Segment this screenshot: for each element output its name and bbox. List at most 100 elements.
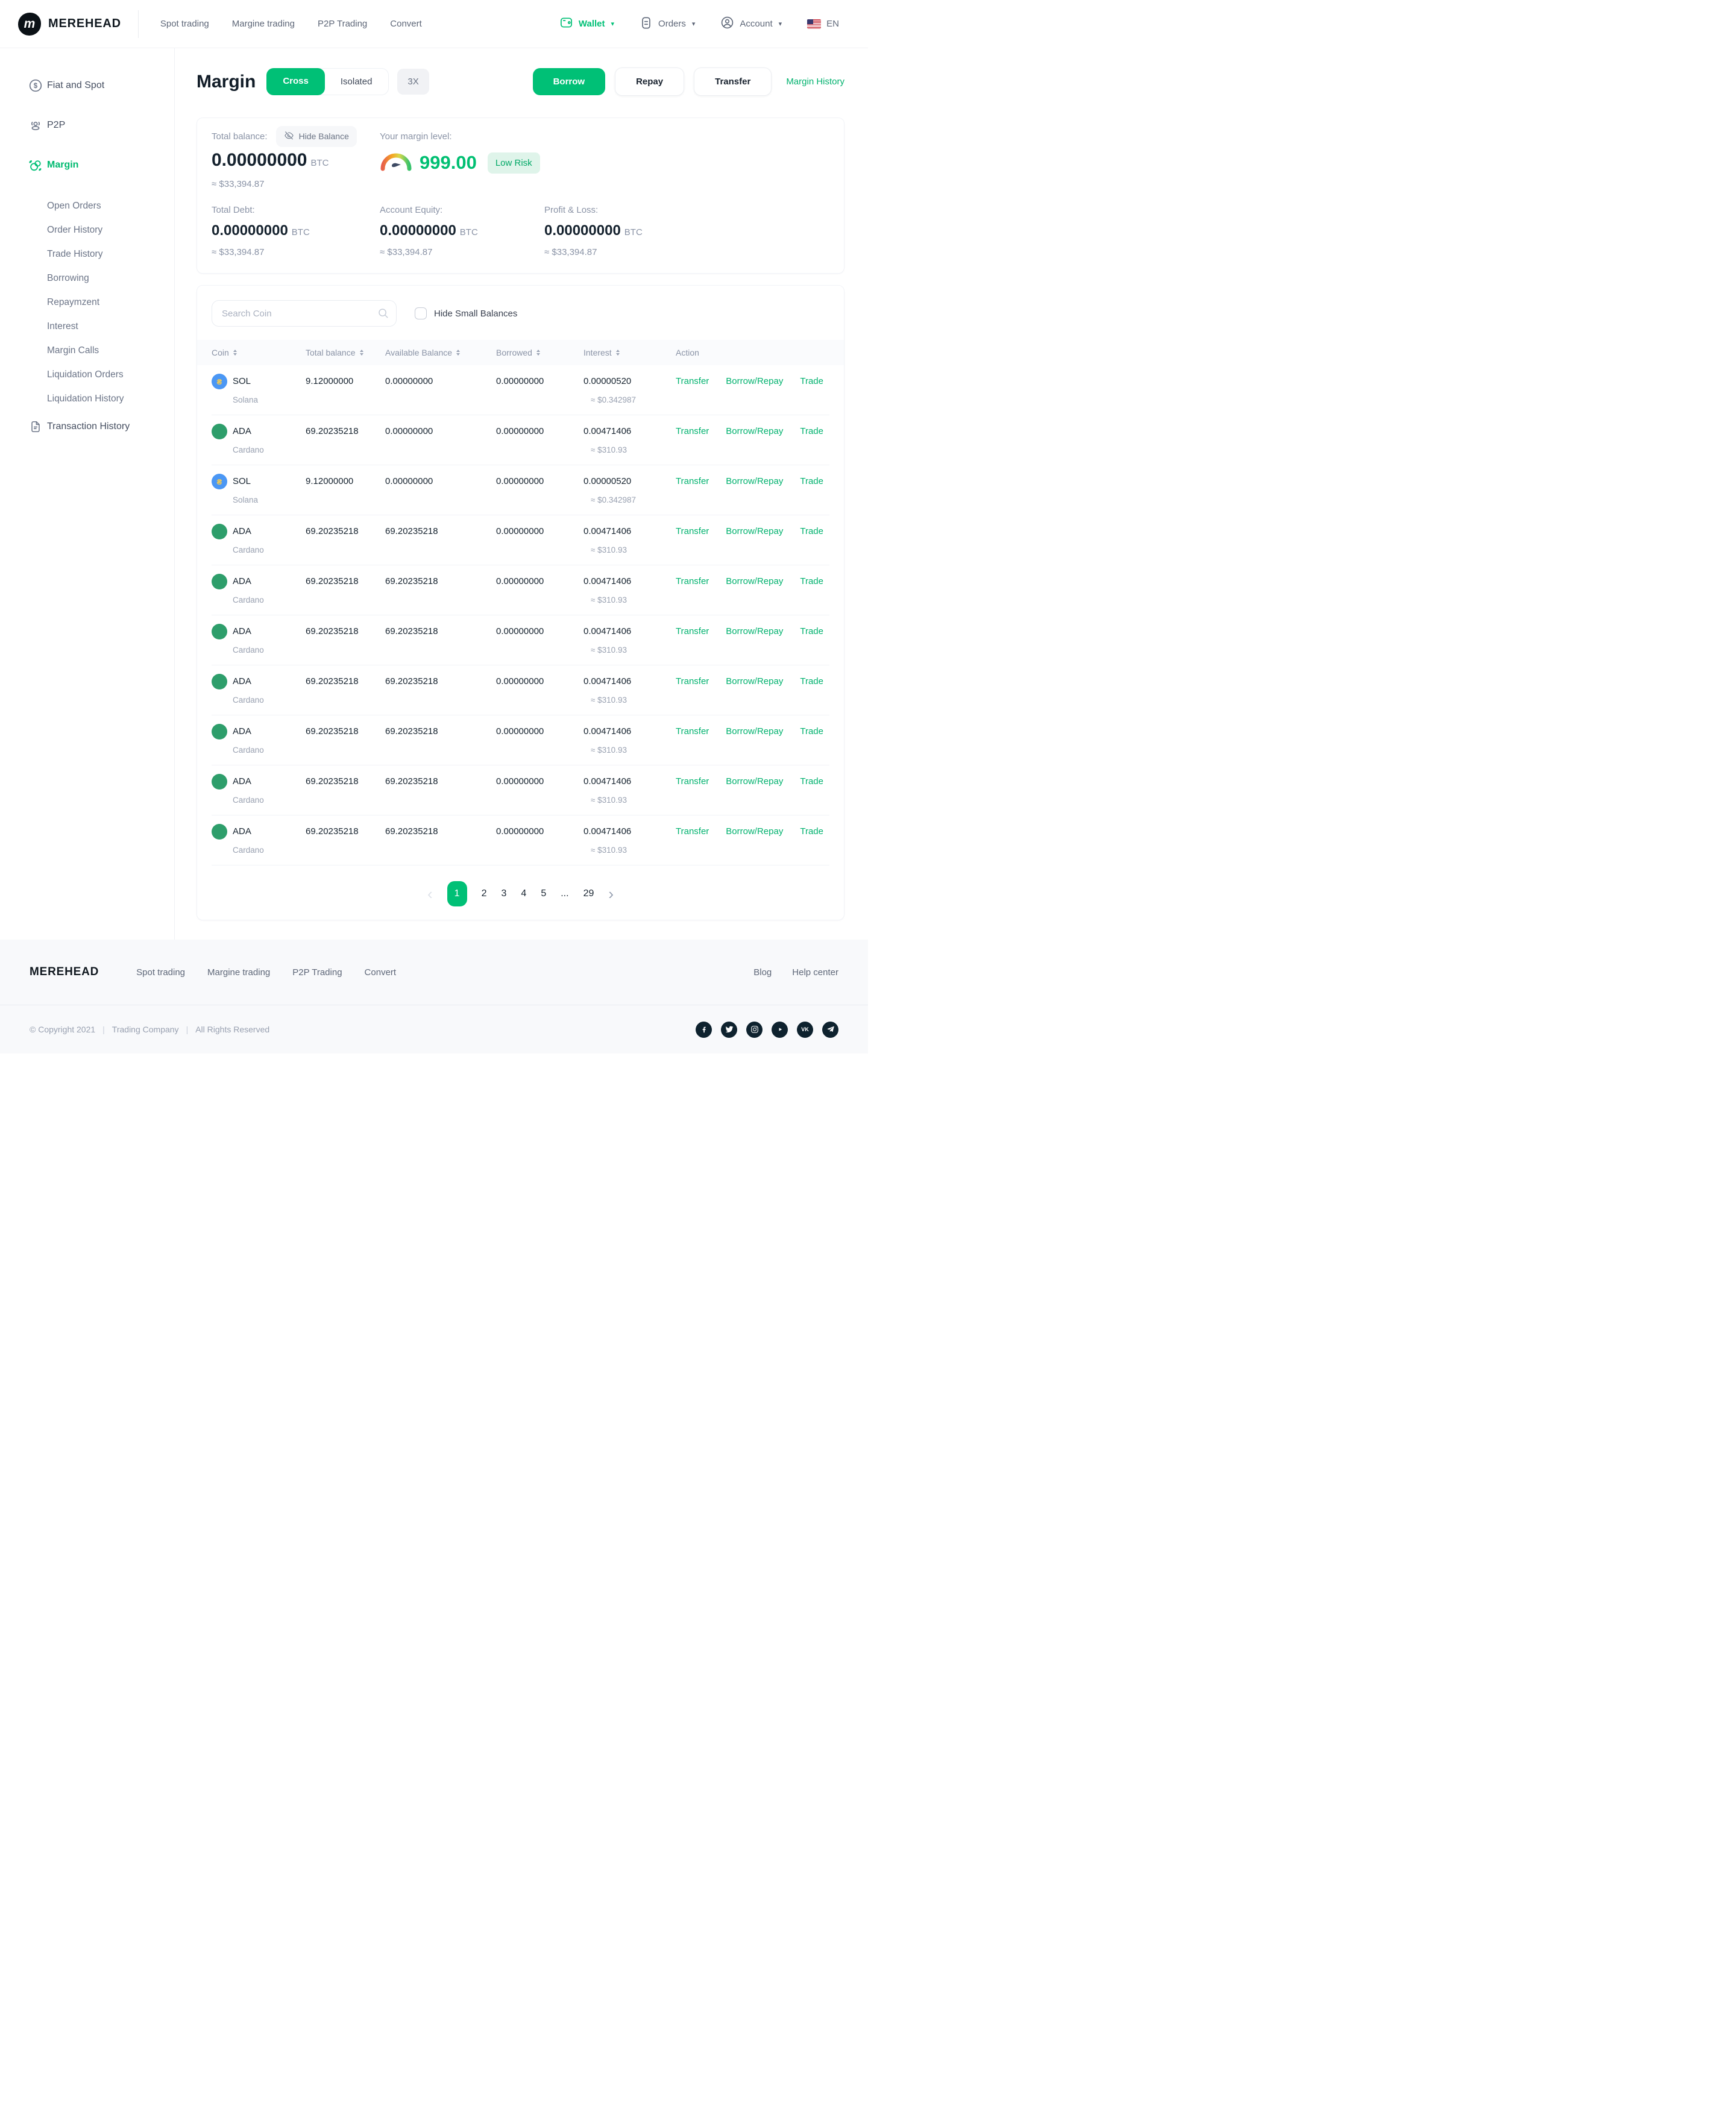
borrow-repay-link[interactable]: Borrow/Repay bbox=[726, 776, 784, 787]
sidebar-item-open-orders[interactable]: Open Orders bbox=[47, 201, 101, 211]
transfer-link[interactable]: Transfer bbox=[676, 476, 709, 486]
borrow-repay-link[interactable]: Borrow/Repay bbox=[726, 476, 784, 486]
repay-button[interactable]: Repay bbox=[615, 68, 685, 96]
sidebar-item-fiat-and-spot[interactable]: $ Fiat and Spot bbox=[28, 75, 174, 96]
borrow-repay-link[interactable]: Borrow/Repay bbox=[726, 426, 784, 436]
orders-menu[interactable]: Orders ▾ bbox=[640, 16, 695, 32]
header-actions: Borrow Repay Transfer Margin History bbox=[532, 68, 844, 96]
pagination-page-4[interactable]: 4 bbox=[521, 888, 527, 899]
sidebar-item-margin[interactable]: Margin bbox=[28, 154, 174, 176]
interest-cell: 0.00471406 ≈ $310.93 bbox=[583, 425, 676, 456]
interest-usd: ≈ $0.342987 bbox=[591, 495, 636, 504]
borrow-button[interactable]: Borrow bbox=[532, 68, 606, 95]
trade-link[interactable]: Trade bbox=[800, 376, 823, 386]
interest-usd: ≈ $310.93 bbox=[591, 696, 627, 705]
transfer-link[interactable]: Transfer bbox=[676, 676, 709, 686]
trade-link[interactable]: Trade bbox=[800, 776, 823, 787]
borrow-repay-link[interactable]: Borrow/Repay bbox=[726, 376, 784, 386]
coin-symbol: SOL bbox=[233, 476, 251, 486]
col-header-borrowed[interactable]: Borrowed bbox=[496, 348, 583, 357]
borrowed-cell: 0.00000000 bbox=[496, 576, 544, 586]
borrow-repay-link[interactable]: Borrow/Repay bbox=[726, 826, 784, 837]
telegram-icon[interactable] bbox=[822, 1021, 838, 1038]
transfer-button[interactable]: Transfer bbox=[694, 68, 772, 96]
nav-link-margine-trading[interactable]: Margine trading bbox=[231, 19, 295, 29]
trade-link[interactable]: Trade bbox=[800, 826, 823, 837]
pagination-next-icon[interactable]: › bbox=[608, 885, 614, 903]
sidebar-item-order-history[interactable]: Order History bbox=[47, 225, 103, 235]
sidebar-item-margin-calls[interactable]: Margin Calls bbox=[47, 345, 99, 356]
transfer-link[interactable]: Transfer bbox=[676, 376, 709, 386]
footer-link-blog[interactable]: Blog bbox=[753, 967, 772, 978]
nav-link-p2p-trading[interactable]: P2P Trading bbox=[317, 19, 368, 29]
transfer-link[interactable]: Transfer bbox=[676, 426, 709, 436]
margin-history-link[interactable]: Margin History bbox=[786, 77, 844, 87]
action-cell: Transfer Borrow/Repay Trade bbox=[676, 476, 829, 506]
col-header-available-balance[interactable]: Available Balance bbox=[385, 348, 496, 357]
sidebar-item-transaction-history[interactable]: Transaction History bbox=[28, 416, 174, 438]
facebook-icon[interactable] bbox=[696, 1021, 712, 1038]
sidebar-item-liquidation-history[interactable]: Liquidation History bbox=[47, 394, 124, 404]
sidebar-item-trade-history[interactable]: Trade History bbox=[47, 249, 103, 259]
pagination-page-29[interactable]: 29 bbox=[583, 888, 594, 899]
leverage-badge[interactable]: 3X bbox=[397, 69, 429, 95]
pagination-prev-icon[interactable]: ‹ bbox=[427, 885, 433, 903]
available-balance-cell: 0.00000000 bbox=[385, 476, 433, 486]
borrow-repay-link[interactable]: Borrow/Repay bbox=[726, 676, 784, 686]
trade-link[interactable]: Trade bbox=[800, 576, 823, 586]
borrow-repay-link[interactable]: Borrow/Repay bbox=[726, 576, 784, 586]
language-selector[interactable]: EN bbox=[807, 19, 839, 29]
transfer-link[interactable]: Transfer bbox=[676, 826, 709, 837]
footer-link-convert[interactable]: Convert bbox=[364, 967, 397, 978]
interest-usd: ≈ $310.93 bbox=[591, 445, 627, 454]
col-header-interest[interactable]: Interest bbox=[583, 348, 676, 357]
col-header-coin[interactable]: Coin bbox=[212, 348, 306, 357]
footer-link-margine-trading[interactable]: Margine trading bbox=[207, 967, 271, 978]
brand-logo[interactable]: m MEREHEAD bbox=[18, 12, 121, 36]
account-menu[interactable]: Account ▾ bbox=[720, 16, 782, 32]
footer-link-help-center[interactable]: Help center bbox=[792, 967, 838, 978]
nav-link-spot-trading[interactable]: Spot trading bbox=[160, 19, 209, 29]
trade-link[interactable]: Trade bbox=[800, 626, 823, 636]
transfer-link[interactable]: Transfer bbox=[676, 526, 709, 536]
sidebar-item-repaymzent[interactable]: Repaymzent bbox=[47, 297, 100, 307]
pagination-page-2[interactable]: 2 bbox=[481, 888, 487, 899]
borrow-repay-link[interactable]: Borrow/Repay bbox=[726, 526, 784, 536]
trade-link[interactable]: Trade bbox=[800, 676, 823, 686]
pagination-page-1[interactable]: 1 bbox=[447, 881, 467, 906]
pagination-page-5[interactable]: 5 bbox=[541, 888, 547, 899]
borrow-repay-link[interactable]: Borrow/Repay bbox=[726, 726, 784, 736]
vk-icon[interactable]: VK bbox=[797, 1021, 813, 1038]
sidebar-item-liquidation-orders[interactable]: Liquidation Orders bbox=[47, 369, 124, 380]
pagination-page-3[interactable]: 3 bbox=[501, 888, 507, 899]
coin-symbol: ADA bbox=[233, 776, 251, 787]
col-header-total-balance[interactable]: Total balance bbox=[306, 348, 385, 357]
hide-small-balances-checkbox[interactable] bbox=[415, 307, 427, 319]
borrowed-cell: 0.00000000 bbox=[496, 476, 544, 486]
sidebar-item-interest[interactable]: Interest bbox=[47, 321, 78, 331]
sidebar-item-borrowing[interactable]: Borrowing bbox=[47, 273, 89, 283]
trade-link[interactable]: Trade bbox=[800, 526, 823, 536]
search-coin-input[interactable] bbox=[212, 300, 397, 327]
sidebar-item-p2p[interactable]: P2P bbox=[28, 115, 174, 136]
trade-link[interactable]: Trade bbox=[800, 476, 823, 486]
trade-link[interactable]: Trade bbox=[800, 426, 823, 436]
footer-link-spot-trading[interactable]: Spot trading bbox=[136, 967, 186, 978]
transfer-link[interactable]: Transfer bbox=[676, 576, 709, 586]
wallet-menu[interactable]: Wallet ▾ bbox=[559, 16, 614, 32]
transfer-link[interactable]: Transfer bbox=[676, 776, 709, 787]
hide-balance-button[interactable]: Hide Balance bbox=[275, 125, 357, 147]
svg-text:$: $ bbox=[33, 83, 37, 90]
twitter-icon[interactable] bbox=[721, 1021, 737, 1038]
transfer-link[interactable]: Transfer bbox=[676, 726, 709, 736]
trade-link[interactable]: Trade bbox=[800, 726, 823, 736]
footer-link-p2p-trading[interactable]: P2P Trading bbox=[292, 967, 342, 978]
mode-isolated-button[interactable]: Isolated bbox=[340, 77, 373, 87]
nav-link-convert[interactable]: Convert bbox=[390, 19, 422, 29]
youtube-icon[interactable] bbox=[772, 1021, 788, 1038]
mode-cross-button[interactable]: Cross bbox=[266, 68, 325, 95]
borrow-repay-link[interactable]: Borrow/Repay bbox=[726, 626, 784, 636]
coin-name: Cardano bbox=[233, 645, 264, 655]
transfer-link[interactable]: Transfer bbox=[676, 626, 709, 636]
instagram-icon[interactable] bbox=[746, 1021, 763, 1038]
